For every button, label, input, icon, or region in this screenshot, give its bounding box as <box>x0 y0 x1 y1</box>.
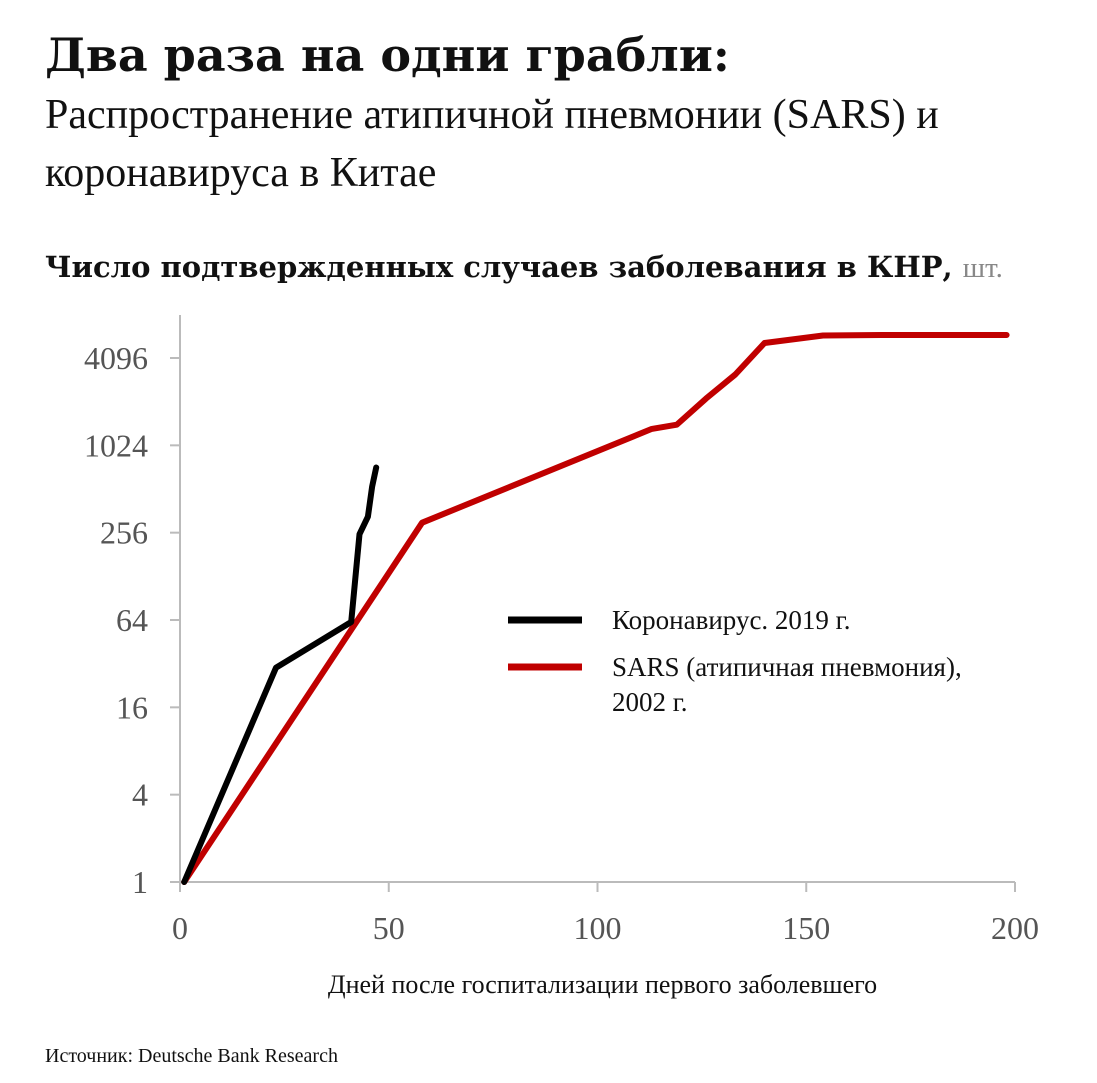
x-axis-label: Дней после госпитализации первого заболе… <box>328 970 877 999</box>
legend-item-coronavirus: Коронавирус. 2019 г. <box>508 605 850 635</box>
y-tick-label: 16 <box>116 689 148 725</box>
chart-legend: Коронавирус. 2019 г. SARS (атипичная пнев… <box>508 605 962 717</box>
series-line-coronavirus <box>181 464 380 885</box>
legend-label: Коронавирус. 2019 г. <box>612 605 850 635</box>
y-tick-label: 4 <box>132 777 148 813</box>
x-tick-label: 200 <box>991 910 1039 946</box>
chart-axes: 1 4 16 64 256 1024 4096 0 50 100 150 200 <box>84 315 1039 946</box>
source-note: Источник: Deutsche Bank Research <box>45 1045 338 1067</box>
legend-label: SARS (атипичная пневмония), <box>612 652 962 682</box>
page-subtitle: Распространение атипичной пневмонии (SAR… <box>45 92 939 196</box>
y-tick-label: 64 <box>116 602 148 638</box>
y-tick-label: 1 <box>132 864 148 900</box>
page-title: Два раза на одни грабли: <box>45 28 730 82</box>
legend-item-sars: SARS (атипичная пневмония), 2002 г. <box>508 652 962 717</box>
series-line-sars <box>181 332 1010 885</box>
x-tick-label: 0 <box>172 910 188 946</box>
x-tick-label: 150 <box>782 910 830 946</box>
x-tick-label: 100 <box>574 910 622 946</box>
x-tick-label: 50 <box>373 910 405 946</box>
chart-series <box>181 332 1010 885</box>
chart-heading-unit: шт. <box>962 252 1003 284</box>
y-tick-label: 4096 <box>84 340 148 376</box>
chart-heading-text: Число подтвержденных случаев заболевания… <box>45 250 953 284</box>
legend-label: 2002 г. <box>612 687 688 717</box>
y-tick-label: 256 <box>100 515 148 551</box>
y-tick-label: 1024 <box>84 427 148 463</box>
chart-heading: Число подтвержденных случаев заболевания… <box>45 250 1003 285</box>
